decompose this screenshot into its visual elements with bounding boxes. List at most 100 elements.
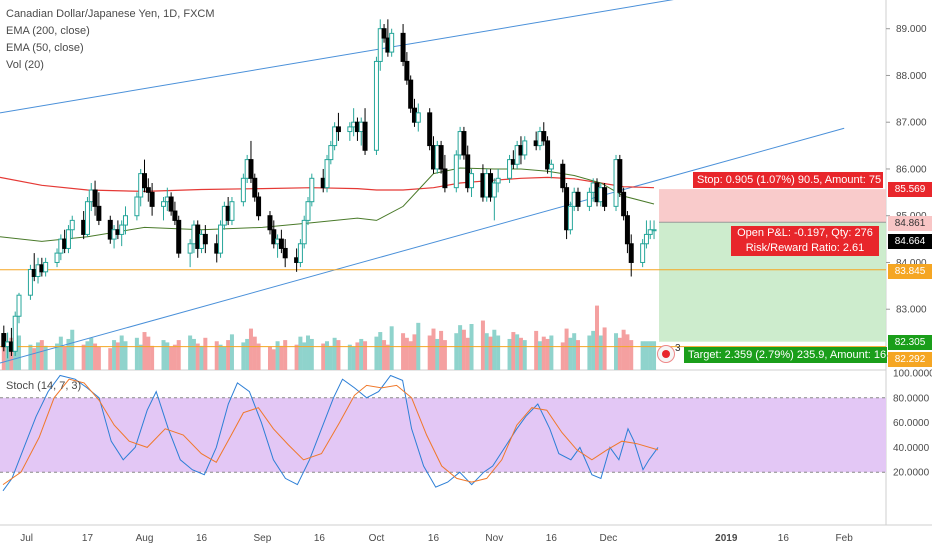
volume-bar — [43, 345, 48, 370]
time-tick-label: 2019 — [715, 533, 738, 544]
legend-symbol[interactable]: Canadian Dollar/Japanese Yen, 1D, FXCM — [6, 8, 215, 20]
candle-body — [84, 201, 90, 235]
candle-body — [438, 145, 444, 170]
volume-bar — [279, 345, 284, 370]
volume-bar — [267, 347, 272, 370]
time-axis[interactable]: Jul 17 Aug 16 Sep 16 Oct 16 Nov 16 Dec 2019 16 Feb — [20, 533, 853, 544]
volume-bars — [1, 305, 657, 370]
candle-body — [507, 159, 513, 179]
volume-bar — [169, 347, 174, 370]
volume-bar — [363, 341, 368, 370]
candle-body — [453, 154, 459, 189]
time-tick-label: Aug — [136, 533, 154, 544]
candle-body — [415, 112, 421, 123]
risk-reward-label[interactable]: Risk/Reward Ratio: 2.61 — [731, 241, 879, 256]
candle-body — [301, 219, 307, 245]
volume-bar — [549, 335, 554, 370]
volume-bar — [328, 345, 333, 370]
stoch-scale[interactable]: 100.0000 80.0000 60.0000 40.0000 20.0000 — [893, 369, 932, 479]
candle-body — [469, 173, 475, 189]
candle-body — [495, 177, 501, 184]
legend-stoch[interactable]: Stoch (14, 7, 3) — [6, 380, 82, 392]
volume-bar — [36, 342, 41, 370]
volume-bar — [537, 341, 542, 370]
volume-bar — [275, 341, 280, 370]
candle-body — [267, 215, 273, 231]
legend-vol[interactable]: Vol (20) — [6, 59, 44, 71]
target-label[interactable]: Target: 2.359 (2.79%) 235.9, Amount: 16 — [684, 347, 887, 363]
candle-body — [240, 177, 246, 203]
volume-bar — [640, 341, 645, 370]
candle-body — [362, 121, 368, 151]
candle-body — [408, 79, 414, 109]
volume-bar — [241, 342, 246, 370]
volume-bar — [480, 320, 485, 370]
legend-ema50[interactable]: EMA (50, close) — [6, 42, 84, 54]
candle-body — [297, 243, 303, 263]
volume-bar — [522, 340, 527, 370]
candle-body — [651, 229, 657, 232]
candle-body — [92, 189, 98, 207]
volume-bar — [488, 336, 493, 370]
events-badge[interactable] — [657, 345, 675, 363]
volume-bar — [89, 337, 94, 370]
candle-body — [545, 140, 551, 170]
time-tick-label: Dec — [600, 533, 618, 544]
volume-bar — [226, 340, 231, 370]
time-tick-label: 17 — [82, 533, 94, 544]
volume-bar — [355, 342, 360, 370]
volume-bar — [374, 336, 379, 370]
time-tick-label: Sep — [253, 533, 271, 544]
candle-body — [256, 196, 262, 217]
candle-body — [617, 159, 623, 193]
volume-bar — [222, 347, 227, 370]
volume-bar — [309, 338, 314, 370]
candle-body — [324, 159, 330, 189]
volume-bar — [507, 338, 512, 370]
volume-bar — [465, 337, 470, 370]
legend-ema200[interactable]: EMA (200, close) — [6, 25, 90, 37]
stoch-tick-label: 80.0000 — [893, 393, 930, 404]
volume-bar — [70, 329, 75, 370]
price-tick-label: 87.000 — [896, 118, 927, 129]
candle-body — [548, 163, 554, 170]
pnl-label[interactable]: Open P&L: -0.197, Qty: 276 — [731, 226, 879, 241]
volume-bar — [96, 347, 101, 370]
volume-bar — [347, 344, 352, 370]
channel-lower-line — [0, 127, 845, 364]
volume-bar — [62, 347, 67, 370]
candle-body — [252, 177, 258, 198]
volume-bar — [625, 334, 630, 370]
volume-bar — [32, 348, 37, 370]
volume-bar — [191, 338, 196, 370]
candle-body — [145, 187, 151, 193]
volume-bar — [644, 341, 649, 370]
time-tick-label: 16 — [546, 533, 558, 544]
volume-bar — [378, 332, 383, 370]
volume-bar — [17, 335, 22, 370]
candle-body — [465, 154, 471, 189]
volume-bar — [412, 334, 417, 370]
candle-body — [149, 191, 155, 207]
price-tick-label: 86.000 — [896, 164, 927, 175]
volume-bar — [518, 337, 523, 370]
volume-bar — [252, 336, 257, 370]
events-badge-count: 3 — [675, 343, 681, 354]
stop-label[interactable]: Stop: 0.905 (1.07%) 90.5, Amount: 75 — [693, 172, 883, 188]
price-tag-level: 83.845 — [888, 264, 932, 279]
volume-bar — [496, 335, 501, 370]
volume-bar — [560, 342, 565, 370]
candle-body — [586, 191, 592, 207]
volume-bar — [214, 341, 219, 370]
candle-body — [381, 28, 387, 39]
price-tick-label: 84.000 — [896, 258, 927, 269]
volume-bar — [332, 337, 337, 370]
volume-bar — [134, 337, 139, 370]
candle-body — [332, 126, 338, 147]
volume-bar — [271, 349, 276, 370]
candle-body — [282, 247, 288, 259]
candle-body — [335, 126, 341, 133]
volume-bar — [138, 344, 143, 370]
candle-body — [65, 229, 71, 249]
